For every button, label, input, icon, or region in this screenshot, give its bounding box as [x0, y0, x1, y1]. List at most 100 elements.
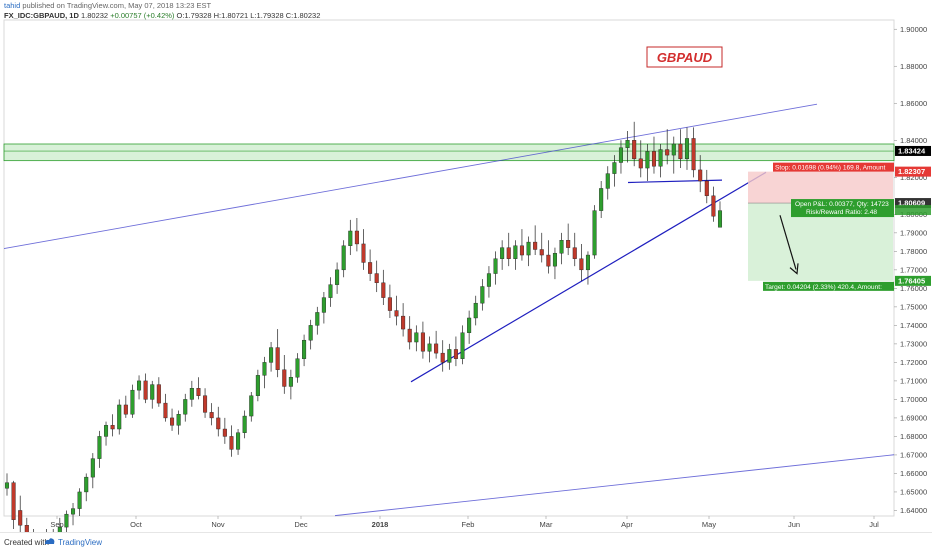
candle-body[interactable]	[117, 404, 122, 430]
candle-body[interactable]	[97, 436, 102, 459]
candle-body[interactable]	[434, 343, 439, 354]
candle-body[interactable]	[183, 399, 188, 415]
candle-body[interactable]	[123, 404, 128, 415]
candle-body[interactable]	[90, 458, 95, 478]
candle-body[interactable]	[295, 358, 300, 378]
candle-body[interactable]	[625, 140, 630, 148]
candle-body[interactable]	[11, 482, 16, 520]
candle-body[interactable]	[526, 241, 531, 256]
candle-body[interactable]	[506, 247, 511, 259]
candle-body[interactable]	[71, 508, 76, 515]
candle-body[interactable]	[361, 243, 366, 263]
candle-body[interactable]	[407, 328, 412, 343]
candle-body[interactable]	[473, 302, 478, 319]
candle-body[interactable]	[156, 384, 161, 404]
candle-body[interactable]	[216, 417, 221, 430]
lower-channel-line[interactable]	[334, 454, 895, 517]
candle-body[interactable]	[242, 415, 247, 433]
candle-body[interactable]	[130, 389, 135, 415]
candle-body[interactable]	[427, 343, 432, 352]
candle-body[interactable]	[440, 352, 445, 363]
candle-body[interactable]	[493, 258, 498, 274]
resistance-zone[interactable]	[3, 143, 895, 162]
candle-body[interactable]	[546, 254, 551, 267]
price-chart[interactable]: 1.900001.880001.860001.840001.820001.800…	[0, 0, 932, 532]
candle-body[interactable]	[486, 273, 491, 287]
tradingview-brand[interactable]: TradingView	[58, 538, 103, 547]
stop-zone[interactable]	[748, 171, 893, 204]
candle-body[interactable]	[374, 273, 379, 284]
candle-body[interactable]	[282, 369, 287, 387]
candle-body[interactable]	[203, 395, 208, 413]
plot-area[interactable]	[3, 19, 895, 517]
candle-body[interactable]	[420, 332, 425, 352]
candle-body[interactable]	[387, 297, 392, 311]
candle-body[interactable]	[447, 349, 452, 363]
candle-body[interactable]	[467, 317, 472, 333]
candle-body[interactable]	[704, 180, 709, 197]
candle-body[interactable]	[236, 432, 241, 450]
candle-body[interactable]	[645, 151, 650, 169]
candle-body[interactable]	[381, 282, 386, 298]
candle-body[interactable]	[209, 412, 214, 419]
candle-body[interactable]	[170, 417, 175, 426]
candle-body[interactable]	[321, 297, 326, 313]
candle-body[interactable]	[638, 158, 643, 169]
candle-body[interactable]	[513, 245, 518, 259]
candle-body[interactable]	[110, 425, 115, 430]
candle-body[interactable]	[552, 252, 557, 267]
candle-body[interactable]	[308, 325, 313, 341]
candle-body[interactable]	[150, 384, 155, 400]
candle-body[interactable]	[137, 380, 142, 391]
candle-body[interactable]	[698, 169, 703, 182]
candle-body[interactable]	[255, 375, 260, 396]
candle-body[interactable]	[176, 414, 181, 426]
candle-body[interactable]	[4, 482, 10, 489]
candle-body[interactable]	[275, 347, 280, 370]
candle-body[interactable]	[341, 245, 346, 271]
candle-body[interactable]	[599, 188, 604, 211]
candle-body[interactable]	[315, 312, 320, 326]
candle-body[interactable]	[64, 513, 69, 528]
candle-body[interactable]	[104, 425, 109, 437]
candle-body[interactable]	[269, 347, 274, 363]
candle-body[interactable]	[500, 247, 505, 259]
candle-body[interactable]	[77, 491, 82, 509]
candle-body[interactable]	[229, 436, 234, 450]
candle-body[interactable]	[414, 332, 419, 343]
candle-body[interactable]	[163, 402, 168, 419]
candle-body[interactable]	[354, 230, 359, 245]
candle-body[interactable]	[222, 428, 227, 437]
candle-body[interactable]	[84, 476, 89, 493]
candle-body[interactable]	[691, 138, 696, 171]
candle-body[interactable]	[651, 151, 656, 167]
candle-body[interactable]	[684, 138, 690, 160]
candle-body[interactable]	[717, 210, 723, 228]
neckline[interactable]	[627, 179, 723, 184]
candle-body[interactable]	[348, 230, 353, 246]
author-name[interactable]: tahid	[4, 1, 21, 10]
candle-body[interactable]	[394, 310, 399, 317]
candle-body[interactable]	[189, 388, 194, 400]
candle-body[interactable]	[711, 195, 716, 217]
candle-body[interactable]	[592, 210, 597, 256]
candle-body[interactable]	[579, 258, 584, 271]
candle-body[interactable]	[559, 240, 564, 254]
candle-body[interactable]	[671, 143, 676, 156]
candle-body[interactable]	[665, 149, 670, 156]
candle-body[interactable]	[401, 315, 406, 330]
candle-body[interactable]	[453, 349, 458, 359]
candle-body[interactable]	[24, 525, 29, 532]
support-trendline[interactable]	[410, 171, 767, 383]
candle-body[interactable]	[302, 339, 307, 359]
candle-body[interactable]	[57, 526, 62, 532]
candle-body[interactable]	[249, 395, 254, 417]
candle-body[interactable]	[18, 510, 23, 526]
candle-body[interactable]	[335, 269, 340, 285]
candle-body[interactable]	[572, 247, 577, 259]
candle-body[interactable]	[566, 240, 571, 248]
candle-body[interactable]	[519, 245, 524, 256]
candle-body[interactable]	[585, 254, 590, 271]
candle-body[interactable]	[460, 332, 465, 359]
candle-body[interactable]	[143, 380, 148, 400]
